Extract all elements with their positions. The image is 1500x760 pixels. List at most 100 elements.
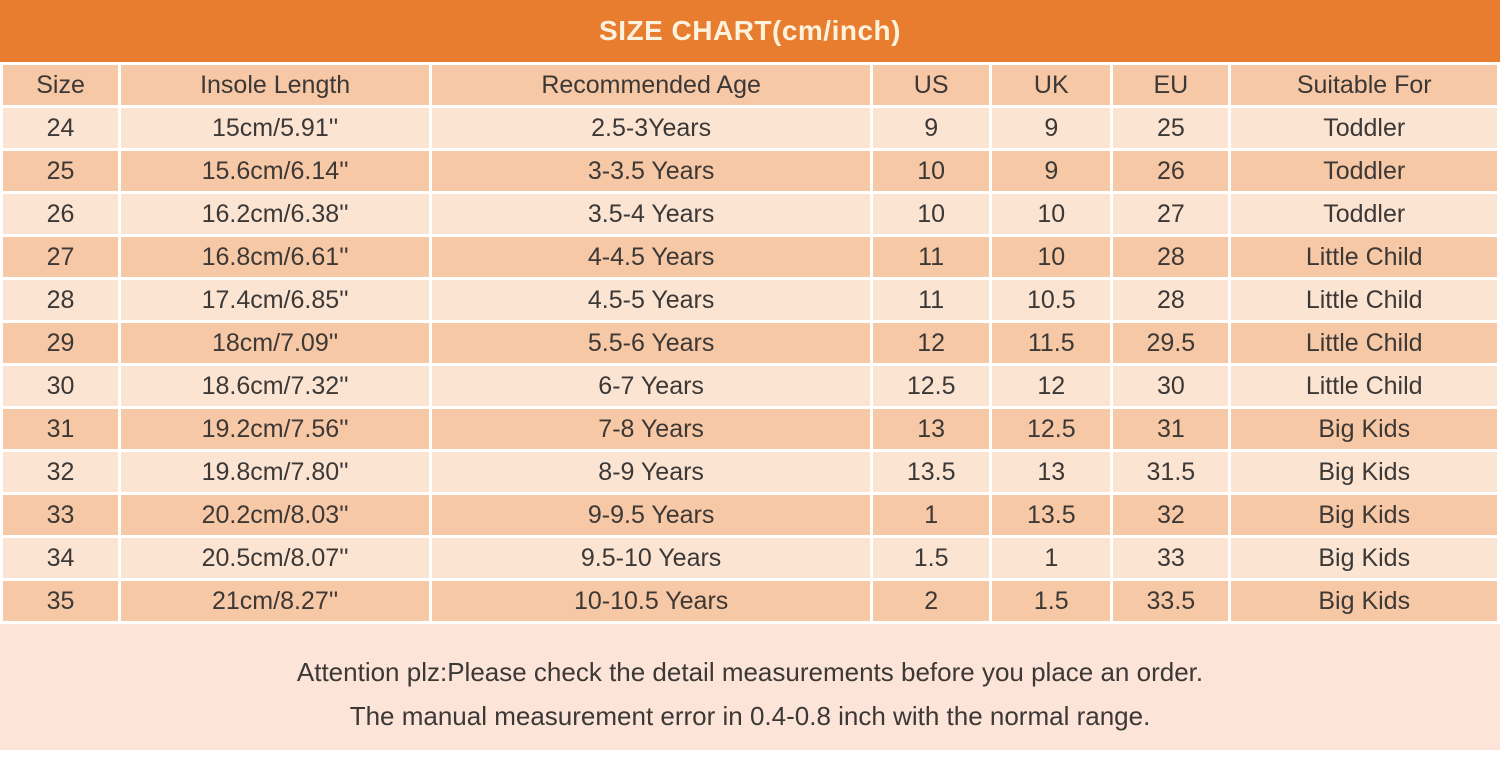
table-cell: 19.2cm/7.56'' [121,409,430,449]
table-row: 32 19.8cm/7.80'' 8-9 Years 13.5 13 31.5 Big Ki… [3,452,1497,492]
table-cell: 33.5 [1113,581,1229,621]
table-cell: 33 [1113,538,1229,578]
table-cell: 1 [873,495,990,535]
table-row: 34 20.5cm/8.07'' 9.5-10 Years 1.5 1 33 Big Kid… [3,538,1497,578]
table-cell: 21cm/8.27'' [121,581,430,621]
attention-note: Attention plz:Please check the detail me… [0,624,1500,750]
table-cell: 9.5-10 Years [432,538,871,578]
table-cell: Toddler [1231,194,1497,234]
table-cell: 27 [1113,194,1229,234]
table-cell: 10 [873,151,990,191]
table-cell: 4.5-5 Years [432,280,871,320]
table-cell: 16.8cm/6.61'' [121,237,430,277]
table-cell: 11 [873,237,990,277]
table-cell: 24 [3,108,119,148]
column-header-suitable-for: Suitable For [1231,65,1497,105]
table-row: 28 17.4cm/6.85'' 4.5-5 Years 11 10.5 28 Little… [3,280,1497,320]
table-cell: 13 [873,409,990,449]
table-cell: Big Kids [1231,495,1497,535]
table-cell: 13.5 [873,452,990,492]
table-cell: 32 [1113,495,1229,535]
table-cell: Toddler [1231,151,1497,191]
table-cell: 20.5cm/8.07'' [121,538,430,578]
table-cell: 28 [1113,237,1229,277]
table-cell: Little Child [1231,280,1497,320]
table-cell: 12 [992,366,1111,406]
table-cell: 35 [3,581,119,621]
table-cell: 28 [3,280,119,320]
table-cell: 9 [873,108,990,148]
table-cell: 9-9.5 Years [432,495,871,535]
table-cell: Big Kids [1231,452,1497,492]
table-row: 29 18cm/7.09'' 5.5-6 Years 12 11.5 29.5 Little… [3,323,1497,363]
table-cell: 10 [873,194,990,234]
table-cell: 18.6cm/7.32'' [121,366,430,406]
table-cell: 7-8 Years [432,409,871,449]
table-cell: Toddler [1231,108,1497,148]
table-cell: 31.5 [1113,452,1229,492]
table-cell: 3-3.5 Years [432,151,871,191]
table-cell: 1.5 [873,538,990,578]
table-cell: 26 [1113,151,1229,191]
column-header-eu: EU [1113,65,1229,105]
table-cell: 4-4.5 Years [432,237,871,277]
table-cell: 30 [1113,366,1229,406]
table-cell: 18cm/7.09'' [121,323,430,363]
table-cell: 28 [1113,280,1229,320]
table-cell: 16.2cm/6.38'' [121,194,430,234]
table-cell: 11.5 [992,323,1111,363]
attention-note-line2: The manual measurement error in 0.4-0.8 … [349,701,1151,731]
column-header-uk: UK [992,65,1111,105]
table-row: 30 18.6cm/7.32'' 6-7 Years 12.5 12 30 Little C… [3,366,1497,406]
table-cell: 33 [3,495,119,535]
table-header-row: Size Insole Length Recommended Age US UK… [3,65,1497,105]
table-cell: 5.5-6 Years [432,323,871,363]
table-cell: Little Child [1231,323,1497,363]
table-cell: 10 [992,194,1111,234]
table-cell: 12.5 [992,409,1111,449]
column-header-insole-length: Insole Length [121,65,430,105]
table-cell: 29 [3,323,119,363]
table-cell: 10 [992,237,1111,277]
table-row: 31 19.2cm/7.56'' 7-8 Years 13 12.5 31 Big Kids [3,409,1497,449]
table-cell: 15.6cm/6.14'' [121,151,430,191]
table-row: 27 16.8cm/6.61'' 4-4.5 Years 11 10 28 Little C… [3,237,1497,277]
table-cell: 6-7 Years [432,366,871,406]
title-banner: SIZE CHART(cm/inch) [0,0,1500,62]
table-cell: 2.5-3Years [432,108,871,148]
table-cell: 19.8cm/7.80'' [121,452,430,492]
table-cell: 1.5 [992,581,1111,621]
table-cell: 20.2cm/8.03'' [121,495,430,535]
table-cell: Little Child [1231,237,1497,277]
table-cell: 32 [3,452,119,492]
table-cell: 10.5 [992,280,1111,320]
table-cell: Big Kids [1231,409,1497,449]
table-cell: 8-9 Years [432,452,871,492]
table-cell: 12.5 [873,366,990,406]
table-cell: 9 [992,108,1111,148]
table-cell: 30 [3,366,119,406]
table-cell: 31 [1113,409,1229,449]
table-cell: 27 [3,237,119,277]
table-row: 24 15cm/5.91'' 2.5-3Years 9 9 25 Toddler [3,108,1497,148]
table-cell: 26 [3,194,119,234]
table-cell: 31 [3,409,119,449]
table-cell: 12 [873,323,990,363]
table-row: 25 15.6cm/6.14'' 3-3.5 Years 10 9 26 Toddler [3,151,1497,191]
table-cell: 34 [3,538,119,578]
table-cell: 29.5 [1113,323,1229,363]
table-cell: 3.5-4 Years [432,194,871,234]
table-cell: 9 [992,151,1111,191]
table-cell: 15cm/5.91'' [121,108,430,148]
table-cell: 11 [873,280,990,320]
column-header-us: US [873,65,990,105]
column-header-recommended-age: Recommended Age [432,65,871,105]
table-cell: 10-10.5 Years [432,581,871,621]
table-cell: 25 [1113,108,1229,148]
table-row: 33 20.2cm/8.03'' 9-9.5 Years 1 13.5 32 Big Kid… [3,495,1497,535]
size-table-body: 24 15cm/5.91'' 2.5-3Years 9 9 25 Toddler 25 15.6… [3,108,1497,621]
table-cell: 25 [3,151,119,191]
table-cell: Little Child [1231,366,1497,406]
table-cell: 17.4cm/6.85'' [121,280,430,320]
